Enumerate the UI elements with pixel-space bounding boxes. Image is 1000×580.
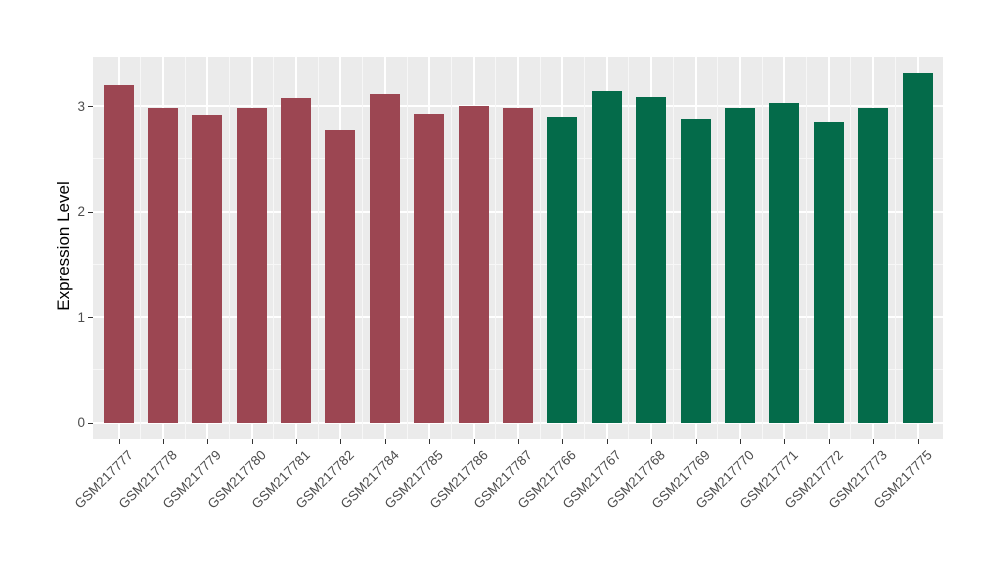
- x-axis-tick-mark: [518, 439, 519, 444]
- x-axis-tick-mark: [917, 439, 919, 444]
- bar-GSM217767: [591, 91, 622, 423]
- y-axis-tick-mark: [88, 106, 93, 108]
- bar-GSM217768: [636, 96, 667, 423]
- gridline-vertical-minor: [806, 57, 808, 439]
- x-tick-label: GSM217768: [603, 447, 669, 512]
- plot-panel: [93, 57, 943, 439]
- bar-GSM217772: [813, 122, 844, 423]
- y-axis-tick-mark: [88, 211, 93, 213]
- x-axis-tick-mark: [384, 439, 386, 444]
- gridline-vertical-minor: [273, 57, 275, 439]
- gridline-vertical-minor: [894, 57, 896, 439]
- x-tick-label: GSM217782: [293, 447, 358, 512]
- gridline-vertical-minor: [672, 57, 674, 439]
- bar-GSM217766: [547, 116, 578, 423]
- bar-GSM217770: [724, 108, 755, 423]
- x-tick-label: GSM217778: [115, 447, 180, 512]
- x-tick-label: GSM217772: [781, 447, 846, 512]
- x-axis-tick-mark: [873, 439, 875, 444]
- bar-GSM217777: [103, 85, 134, 423]
- gridline-vertical-minor: [140, 57, 142, 439]
- x-axis-tick-mark: [695, 439, 697, 444]
- x-tick-label: GSM217779: [159, 447, 225, 512]
- x-axis-tick-mark: [739, 439, 741, 444]
- gridline-vertical-minor: [584, 57, 586, 439]
- gridline-vertical-minor: [495, 57, 497, 439]
- x-tick-label: GSM217781: [248, 447, 313, 512]
- gridline-vertical-minor: [761, 57, 763, 439]
- x-axis-tick-mark: [473, 439, 475, 444]
- bar-GSM217771: [769, 103, 800, 423]
- x-axis-tick-mark: [651, 439, 653, 444]
- x-tick-label: GSM217780: [204, 447, 269, 512]
- x-tick-label: GSM217777: [71, 447, 136, 512]
- x-axis-tick-mark: [340, 439, 342, 444]
- gridline-vertical-minor: [406, 57, 408, 439]
- x-axis-tick-mark: [828, 439, 830, 444]
- x-axis-tick-mark: [296, 439, 298, 444]
- y-tick-label: 0: [77, 415, 85, 431]
- bar-GSM217778: [147, 108, 178, 423]
- gridline-vertical-minor: [850, 57, 852, 439]
- x-tick-label: GSM217784: [337, 447, 402, 512]
- gridline-vertical-minor: [184, 57, 186, 439]
- x-axis-tick-mark: [251, 439, 253, 444]
- gridline-vertical-minor: [628, 57, 630, 439]
- bar-GSM217780: [236, 108, 267, 423]
- bar-GSM217786: [458, 106, 489, 423]
- x-tick-label: GSM217787: [470, 447, 535, 512]
- y-tick-label: 2: [77, 204, 85, 220]
- bar-GSM217781: [281, 97, 312, 423]
- x-tick-label: GSM217766: [515, 447, 580, 512]
- x-tick-label: GSM217771: [737, 447, 802, 512]
- gridline-vertical-minor: [228, 57, 230, 439]
- bar-GSM217769: [680, 118, 711, 423]
- x-axis-tick-mark: [606, 439, 608, 444]
- bar-GSM217779: [192, 114, 223, 423]
- bar-GSM217782: [325, 130, 356, 423]
- x-axis-tick-mark: [429, 439, 431, 444]
- x-axis-tick-mark: [162, 439, 164, 444]
- gridline-vertical-minor: [317, 57, 319, 439]
- gridline-vertical-minor: [717, 57, 719, 439]
- bar-GSM217785: [414, 113, 445, 423]
- y-axis-tick-mark: [88, 422, 93, 424]
- x-tick-label: GSM217786: [426, 447, 491, 512]
- x-axis-tick-mark: [118, 439, 120, 444]
- x-tick-label: GSM217775: [870, 447, 935, 512]
- x-axis-tick-mark: [207, 439, 209, 444]
- x-tick-label: GSM217773: [825, 447, 891, 512]
- gridline-vertical-minor: [362, 57, 364, 439]
- y-axis-tick-mark: [88, 317, 93, 319]
- x-tick-label: GSM217770: [692, 447, 757, 512]
- bar-GSM217784: [369, 93, 400, 423]
- x-tick-label: GSM217767: [559, 447, 624, 512]
- x-tick-label: GSM217785: [381, 447, 447, 512]
- y-axis-title: Expression Level: [54, 181, 73, 311]
- gridline-vertical-minor: [450, 57, 452, 439]
- y-tick-label: 3: [77, 98, 85, 114]
- gridline-vertical-minor: [539, 57, 541, 439]
- y-tick-label: 1: [77, 309, 85, 325]
- bar-GSM217775: [902, 73, 933, 423]
- bar-GSM217773: [858, 108, 889, 423]
- x-axis-tick-mark: [562, 439, 564, 444]
- x-tick-label: GSM217769: [648, 447, 713, 512]
- x-axis-tick-mark: [784, 439, 786, 444]
- bar-GSM217787: [503, 108, 533, 423]
